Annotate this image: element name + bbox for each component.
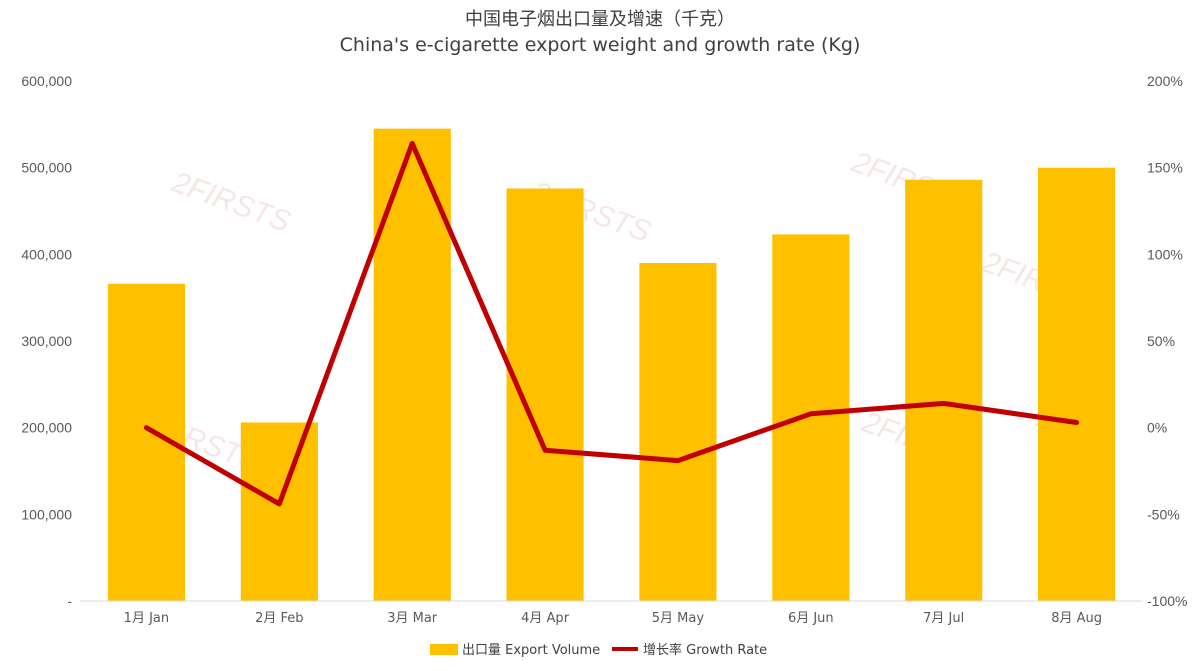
category-labels: 1月 Jan 2月 Feb 3月 Mar 4月 Apr 5月 May 6月 Jun 7月 J…	[124, 611, 1102, 626]
bar-7	[905, 179, 983, 602]
chart-title-en: China's e-cigarette export weight and gr…	[339, 34, 861, 56]
bar-5	[639, 263, 717, 601]
category-label: 7月 Jul	[923, 611, 964, 626]
left-tick-label: 100,000	[21, 506, 72, 522]
legend-line-label: 增长率 Growth Rate	[643, 642, 767, 658]
chart-title: 中国电子烟出口量及增速（千克） China's e-cigarette expo…	[0, 8, 1200, 58]
category-label: 6月 Jun	[788, 611, 834, 626]
bar-6	[772, 234, 850, 601]
bar-4	[506, 188, 584, 601]
category-label: 4月 Apr	[521, 611, 570, 626]
growth-rate-line	[143, 140, 1080, 507]
right-tick-label: -100%	[1147, 593, 1187, 609]
left-tick-label: 300,000	[21, 333, 72, 349]
left-tick-label: -	[67, 593, 72, 609]
right-tick-label: 200%	[1147, 73, 1183, 89]
left-tick-label: 200,000	[21, 420, 72, 436]
right-tick-label: -50%	[1147, 506, 1180, 522]
category-label: 1月 Jan	[124, 611, 169, 626]
category-label: 5月 May	[652, 611, 705, 626]
left-axis-ticks: - 100,000 200,000 300,000 400,000 500,000 600,…	[21, 73, 72, 609]
right-tick-label: 50%	[1147, 333, 1175, 349]
category-label: 2月 Feb	[255, 611, 303, 626]
bar-2	[240, 422, 318, 601]
right-axis-ticks: -100% -50% 0% 50% 100% 150% 200%	[1147, 73, 1187, 609]
category-label: 3月 Mar	[387, 611, 438, 626]
legend-bar-swatch	[430, 644, 458, 655]
watermark-text: 2FIRSTS	[167, 165, 295, 239]
right-tick-label: 150%	[1147, 160, 1183, 176]
legend: 出口量 Export Volume 增长率 Growth Rate	[430, 642, 767, 658]
left-tick-label: 500,000	[21, 160, 72, 176]
category-label: 8月 Aug	[1051, 611, 1102, 626]
left-tick-label: 600,000	[21, 73, 72, 89]
right-tick-label: 0%	[1147, 420, 1167, 436]
right-tick-label: 100%	[1147, 246, 1183, 262]
chart-title-cn: 中国电子烟出口量及增速（千克）	[465, 9, 735, 30]
left-tick-label: 400,000	[21, 246, 72, 262]
bar-8	[1038, 167, 1116, 601]
legend-bar-label: 出口量 Export Volume	[462, 643, 600, 658]
